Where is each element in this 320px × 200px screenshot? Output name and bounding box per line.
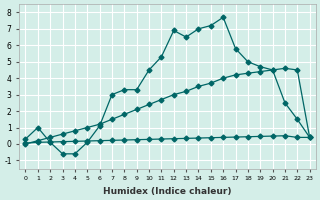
X-axis label: Humidex (Indice chaleur): Humidex (Indice chaleur) bbox=[103, 187, 232, 196]
